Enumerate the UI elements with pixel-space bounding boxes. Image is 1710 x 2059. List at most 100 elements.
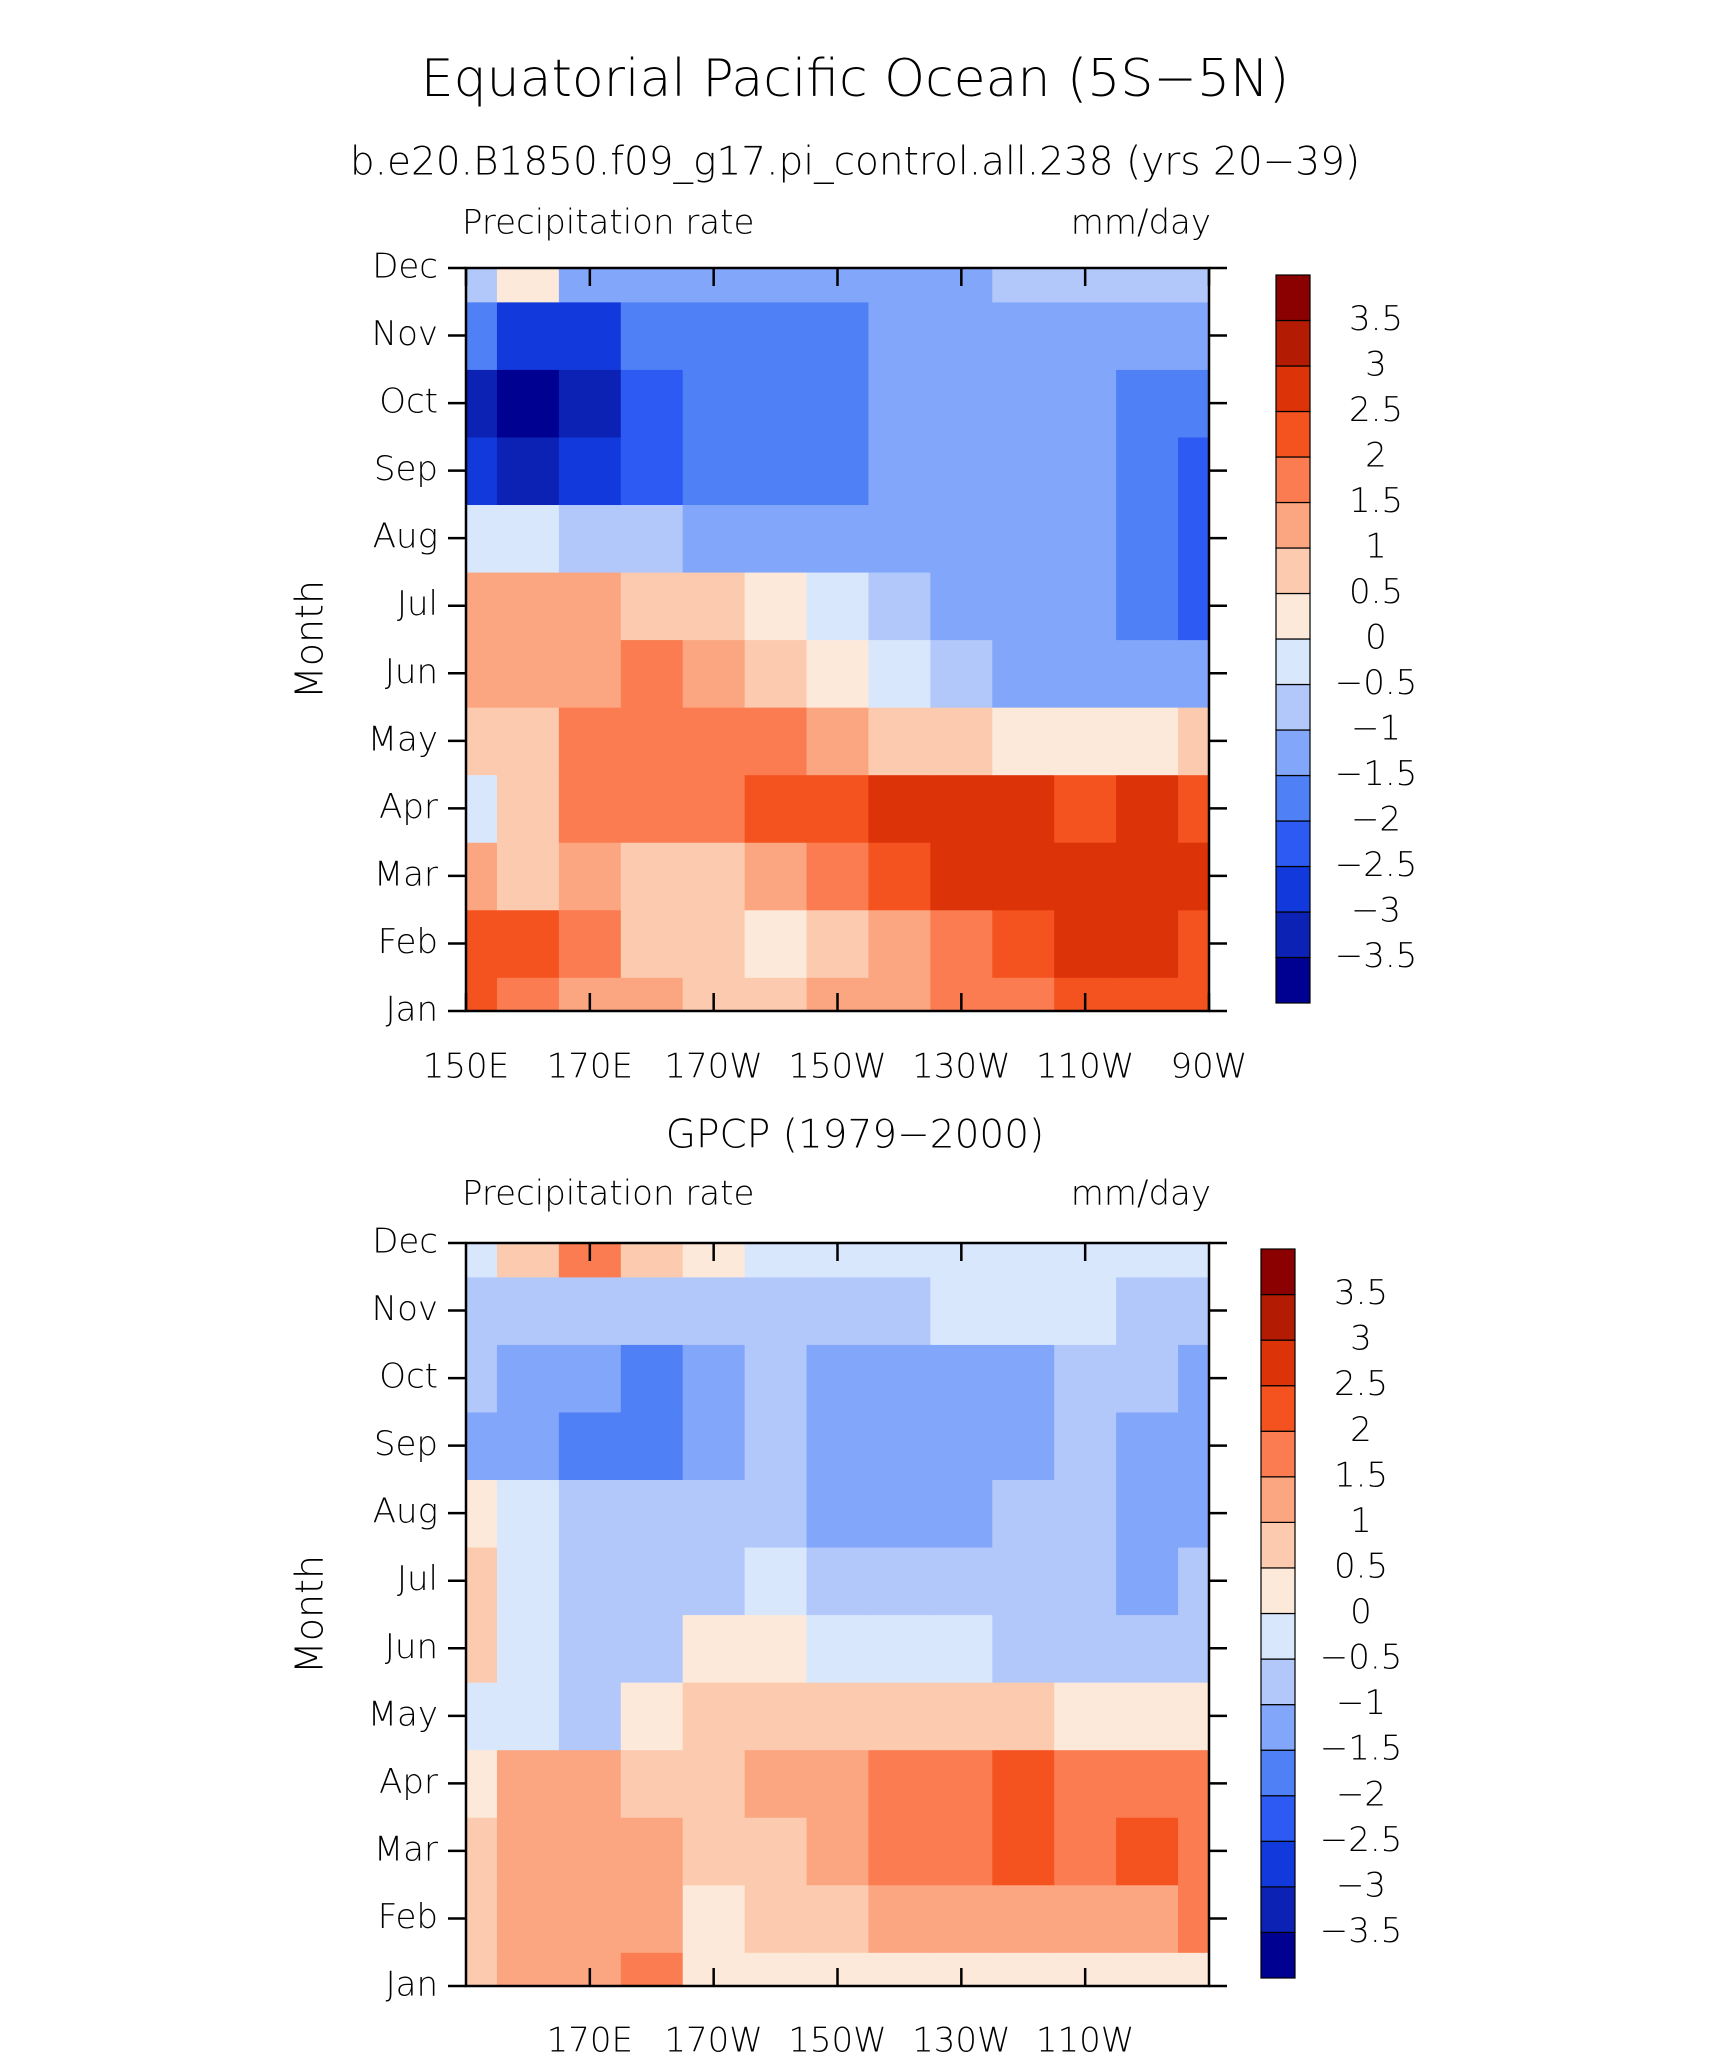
cell (682, 504, 746, 573)
cell (868, 1817, 931, 1886)
cell (930, 1546, 993, 1616)
y-tick-label: Mar (374, 1829, 438, 1869)
cell (466, 571, 498, 641)
cell (1116, 268, 1179, 303)
cell (682, 436, 746, 506)
cell (992, 436, 1055, 506)
cell (992, 977, 1055, 1012)
cell (1054, 369, 1117, 438)
cell (682, 1614, 746, 1683)
cell (868, 301, 931, 370)
cell (496, 1614, 560, 1683)
colorbar-label: −3 (1351, 891, 1401, 931)
cell (1116, 1749, 1179, 1818)
cell (1116, 1614, 1179, 1683)
cell (558, 1749, 622, 1818)
colorbar-box (1260, 1886, 1296, 1934)
colorbar-label: −2.5 (1320, 1820, 1403, 1860)
cell (558, 1479, 622, 1548)
cell (620, 436, 684, 506)
cell (868, 1614, 931, 1683)
cell (620, 639, 684, 708)
cell (1054, 1614, 1117, 1683)
cell (806, 1344, 870, 1413)
cell (992, 1749, 1055, 1818)
cell (1116, 1344, 1179, 1413)
cell (466, 268, 498, 303)
cell (806, 707, 870, 776)
cell (1116, 1682, 1179, 1751)
cell (620, 1344, 684, 1413)
cell (682, 707, 746, 776)
cell (466, 1411, 498, 1481)
cell (1054, 1884, 1117, 1953)
cell (558, 571, 622, 641)
cell (1116, 1546, 1179, 1616)
colorbar-label: −0.5 (1335, 663, 1418, 703)
cell (620, 369, 684, 438)
cell (1116, 1952, 1179, 1987)
cell (682, 1749, 746, 1818)
cell (682, 909, 746, 978)
cell (496, 1546, 560, 1616)
cell (930, 842, 993, 911)
cell (806, 1614, 870, 1683)
colorbar-box (1260, 1521, 1296, 1569)
cell (466, 774, 498, 843)
colorbar-label: −3.5 (1335, 936, 1418, 976)
colorbar-label: 0 (1365, 618, 1387, 658)
colorbar-box (1260, 1430, 1296, 1478)
cell (558, 842, 622, 911)
cell (1116, 369, 1179, 438)
cell (806, 774, 870, 843)
right-label: mm/day (1071, 1174, 1211, 1214)
cell (496, 1276, 560, 1345)
cell (930, 1614, 993, 1683)
colorbar-box (1260, 1840, 1296, 1888)
colorbar-box (1260, 1339, 1296, 1387)
cell (558, 639, 622, 708)
cell (868, 1749, 931, 1818)
cell (744, 1614, 808, 1683)
cell (806, 301, 870, 370)
colorbar-label: −1 (1351, 709, 1401, 749)
cell (558, 369, 622, 438)
cell (1054, 774, 1117, 843)
cell (558, 1411, 622, 1481)
cell (620, 571, 684, 641)
cell (744, 909, 808, 978)
cell (558, 436, 622, 506)
cell (496, 1817, 560, 1886)
cell (1178, 301, 1210, 370)
x-tick-label: 170E (547, 2021, 633, 2059)
colorbar-label: −1.5 (1320, 1729, 1403, 1769)
cell (992, 1817, 1055, 1886)
cell (992, 369, 1055, 438)
cell (1178, 369, 1210, 438)
cell (806, 1682, 870, 1751)
cell (992, 1411, 1055, 1481)
cell (992, 1243, 1055, 1278)
y-tick-label: Nov (372, 1289, 438, 1329)
cell (992, 1479, 1055, 1548)
cell (558, 909, 622, 978)
cell (496, 639, 560, 708)
cell (1178, 1276, 1210, 1345)
cell (1178, 1749, 1210, 1818)
cell (744, 1749, 808, 1818)
cell (868, 1479, 931, 1548)
colorbar-box (1260, 1795, 1296, 1842)
cell (1178, 268, 1210, 303)
cell (496, 1411, 560, 1481)
cell (682, 1682, 746, 1751)
cell (806, 436, 870, 506)
x-tick-label: 150W (788, 1047, 887, 1087)
cell (930, 639, 993, 708)
cell (620, 1749, 684, 1818)
cell (1054, 1682, 1117, 1751)
cell (620, 1614, 684, 1683)
colorbar-box (1275, 865, 1311, 913)
cell (1116, 436, 1179, 506)
figure-title: Equatorial Pacific Ocean (5S−5N) (421, 49, 1289, 109)
cell (558, 1276, 622, 1345)
